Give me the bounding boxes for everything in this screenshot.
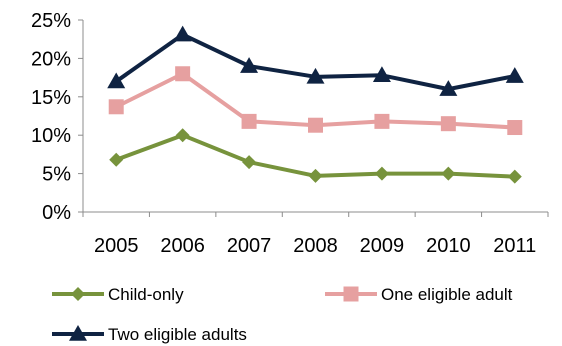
legend-item: One eligible adult [325,285,513,304]
legend-item: Child-only [52,285,184,304]
chart-axes: 0% 5% 10% 15% 20% 25% 2005 2006 2007 2008 2009 2010… [31,10,549,257]
legend-label: One eligible adult [381,285,513,304]
x-tick-label: 2008 [293,235,338,257]
series-two-eligible-adults [107,25,524,96]
data-point [108,99,124,115]
y-tick-label: 10% [31,125,71,147]
y-tick-label: 25% [31,10,71,32]
data-point [109,152,124,167]
data-point [242,155,257,170]
data-point [374,113,390,129]
data-point [240,57,259,73]
data-point [241,113,257,129]
y-tick-label: 15% [31,87,71,109]
x-tick-label: 2009 [360,235,405,257]
legend-marker [71,287,85,301]
y-tick-label: 5% [42,164,71,186]
x-tick-label: 2011 [493,235,536,257]
x-tick-label: 2007 [227,235,272,257]
data-point [374,166,389,181]
data-point [507,169,522,184]
data-point [505,67,524,83]
legend-marker [69,325,87,341]
legend-marker [343,286,359,302]
data-point [439,80,458,96]
legend-label: Two eligible adults [108,325,247,344]
series-child-only [109,128,522,184]
data-point [175,66,191,82]
data-point [441,166,456,181]
data-point [173,25,192,42]
legend-item: Two eligible adults [52,325,247,344]
x-tick-label: 2010 [426,235,471,257]
data-point [308,168,323,183]
data-point [440,116,456,132]
y-tick-label: 20% [31,48,71,70]
series-one-eligible-adult [108,66,523,136]
y-tick-label: 0% [42,202,71,224]
chart-legend: Child-only One eligible adult Two eligible… [52,285,513,344]
data-point [372,66,391,83]
x-tick-label: 2005 [94,235,139,257]
legend-label: Child-only [108,285,184,304]
chart-series [107,25,524,184]
data-point [308,117,323,133]
data-point [507,120,523,136]
data-point [175,128,190,143]
data-point [306,67,325,84]
data-point [107,72,126,89]
x-tick-label: 2006 [160,235,205,257]
